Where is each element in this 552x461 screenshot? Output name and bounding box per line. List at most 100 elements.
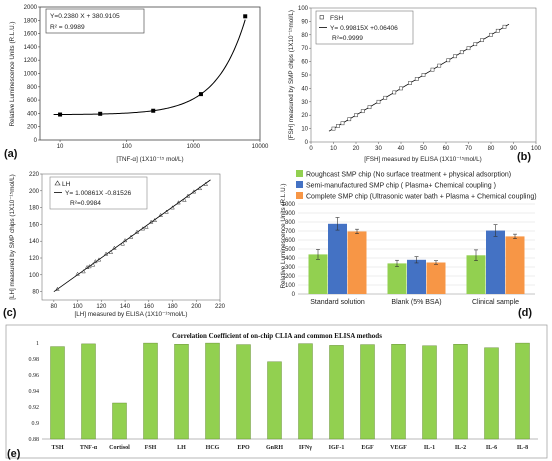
panel-e-x-tick-label: LH bbox=[177, 445, 186, 451]
panel-d-bar bbox=[486, 230, 505, 294]
panel-e-x-tick-label: IFNγ bbox=[299, 445, 312, 451]
panel-c-data-point bbox=[112, 245, 117, 250]
panel-e-x-tick-label: IL-2 bbox=[455, 445, 466, 451]
panel-b-y-tick-label: 60 bbox=[301, 60, 308, 66]
panel-e-bar bbox=[112, 402, 127, 440]
panel-a-data-point bbox=[98, 111, 103, 116]
panel-b-data-point bbox=[453, 54, 457, 59]
panel-b-data-point bbox=[331, 126, 336, 131]
panel-b-data-point bbox=[414, 77, 419, 81]
panel-a-y-tick-label: 2000 bbox=[24, 5, 38, 11]
panel-b-x-tick-label: 30 bbox=[375, 146, 382, 152]
panel-c: 80 100 120 140 160 180 200 220 80 100 120 140 160 180… bbox=[3, 172, 226, 319]
panel-e-x-tick-label: GnRH bbox=[266, 445, 283, 451]
panel-b-data-point bbox=[437, 63, 442, 68]
panel-a-x-tick-label: 10000 bbox=[252, 144, 269, 150]
panel-b-x-tick-label: 20 bbox=[353, 146, 360, 152]
panel-c-data-point bbox=[148, 219, 154, 224]
panel-b-data-point bbox=[354, 113, 358, 118]
panel-b-data-point bbox=[392, 90, 397, 95]
panel-c-y-tick-label: 200 bbox=[29, 189, 40, 195]
panel-b-data-point bbox=[430, 67, 435, 72]
panel-e-bar bbox=[205, 342, 220, 440]
panel-b-y-tick-label: 70 bbox=[301, 46, 308, 52]
panel-d-x-tick-label: Blank (5% BSA) bbox=[391, 299, 441, 306]
panel-e-bar bbox=[50, 346, 65, 440]
panel-a-data-point bbox=[243, 14, 248, 19]
panel-b-y-tick-label: 100 bbox=[298, 6, 309, 12]
panel-e-bar bbox=[422, 345, 437, 440]
panel-e-title: Correlation Coefficient of on-chip CLIA … bbox=[172, 332, 382, 340]
panel-b-equation: Y= 0.99815X +0.06406 bbox=[330, 25, 398, 32]
panel-e-bar bbox=[143, 342, 158, 440]
panel-c-points bbox=[55, 181, 208, 291]
panel-c-data-point bbox=[152, 217, 157, 222]
panel-a-y-tick-label: 800 bbox=[27, 85, 38, 91]
panel-b-x-tick-label: 100 bbox=[531, 146, 542, 152]
panel-b-y-tick-label: 0 bbox=[305, 140, 309, 146]
panel-c-legend bbox=[49, 176, 148, 210]
panel-e-x-tick-label: TNF-α bbox=[80, 445, 98, 451]
panel-b-label: (b) bbox=[517, 151, 531, 163]
panel-e-y-tick-label: 0.92 bbox=[29, 405, 40, 411]
panel-c-y-tick-label: 80 bbox=[32, 290, 39, 296]
panel-e-bar bbox=[515, 342, 530, 440]
panel-a-data-point bbox=[58, 112, 63, 117]
panel-c-data-point bbox=[176, 200, 181, 205]
panel-e-x-tick-label: FSH bbox=[145, 445, 157, 451]
panel-a-points bbox=[58, 14, 248, 117]
panel-e-x-tick-label: HCG bbox=[206, 445, 220, 451]
panel-c-data-point bbox=[197, 185, 203, 191]
panel-b-data-point bbox=[347, 117, 352, 122]
panel-b-y-tick-label: 20 bbox=[301, 113, 308, 119]
panel-e-bar bbox=[81, 343, 96, 440]
panel-a-axes: 0 200 400 600 800 1000 1200 1400 1600 1800 2000 10 1… bbox=[24, 5, 269, 150]
panel-d-y-tick-label: 300 bbox=[285, 265, 296, 271]
panel-d-legend-label-2: Semi-manufactured SMP chip ( Plasma+ Che… bbox=[306, 183, 496, 190]
panel-b-fit-line bbox=[328, 23, 510, 132]
panel-e-y-tick-label: 0.98 bbox=[29, 357, 40, 363]
panel-c-plot-frame bbox=[41, 173, 221, 301]
panel-b-data-point bbox=[340, 121, 345, 126]
panel-e-bar bbox=[267, 361, 282, 440]
panel-d-bar bbox=[328, 223, 347, 294]
panel-e-x-tick-label: IGF-1 bbox=[329, 445, 345, 451]
panel-c-data-point bbox=[55, 286, 60, 291]
panel-b-x-tick-label: 90 bbox=[510, 146, 517, 152]
panel-c-data-point bbox=[93, 259, 98, 264]
panel-b-data-point bbox=[489, 32, 493, 37]
panel-e-label: (e) bbox=[7, 448, 21, 460]
panel-b-data-point bbox=[376, 99, 381, 104]
panel-e-bar bbox=[329, 345, 344, 440]
panel-b-y-label: [FSH] measured by SMP chips (1X10⁻¹⁵mol/… bbox=[288, 10, 295, 140]
panel-e-axes: 0.88 0.9 0.92 0.94 0.96 0.98 1 TSH TNF-α Cortisol… bbox=[29, 341, 538, 451]
panel-d-legend-swatch-2 bbox=[296, 181, 303, 188]
panel-c-data-point bbox=[90, 262, 96, 267]
panel-e-x-tick-label: IL-6 bbox=[486, 445, 497, 451]
panel-a: 0 200 400 600 800 1000 1200 1400 1600 1800 2000 10 1… bbox=[4, 5, 269, 163]
panel-c-data-point bbox=[103, 251, 109, 256]
panel-b-axes: 0 10 20 30 40 50 60 70 80 90 100 0 10 20 30 40 50 60 70 80 9… bbox=[298, 6, 542, 152]
panel-a-data-point bbox=[198, 92, 203, 97]
panel-c-data-point bbox=[191, 189, 197, 194]
panel-c-x-tick-label: 100 bbox=[73, 304, 84, 310]
panel-e-bar bbox=[391, 344, 406, 440]
panel-c-y-label: [LH] measured by SMP chips (1X10⁻¹⁵mol/L… bbox=[9, 174, 16, 300]
panel-b-points bbox=[331, 24, 507, 131]
panel-b: 0 10 20 30 40 50 60 70 80 90 100 0 10 20 30 40 50 60 70 80 9… bbox=[288, 6, 542, 163]
panel-e-y-tick-label: 0.9 bbox=[32, 421, 40, 427]
panel-d-bar bbox=[466, 255, 486, 294]
panel-c-x-tick-label: 200 bbox=[191, 304, 202, 310]
panel-c-data-point bbox=[75, 271, 80, 276]
panel-b-data-point bbox=[336, 124, 340, 128]
panel-d-x-tick-label: Standard solution bbox=[310, 299, 365, 306]
panel-c-data-point bbox=[182, 197, 187, 202]
panel-c-y-tick-label: 180 bbox=[29, 206, 40, 212]
panel-b-x-tick-label: 10 bbox=[330, 146, 337, 152]
panel-a-y-tick-label: 600 bbox=[27, 98, 38, 104]
panel-a-y-tick-label: 1800 bbox=[24, 18, 38, 24]
panel-e-bars bbox=[50, 342, 530, 440]
panel-c-label: (c) bbox=[3, 307, 17, 319]
panel-c-data-point bbox=[164, 209, 169, 214]
panel-c-data-point bbox=[144, 224, 149, 229]
